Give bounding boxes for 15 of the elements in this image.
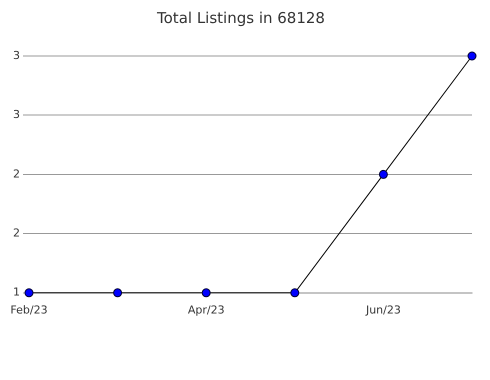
x-tick-label: Jun/23 (364, 303, 401, 316)
chart-title: Total Listings in 68128 (156, 8, 325, 27)
point (378, 170, 388, 179)
y-tick-label: 2 (13, 226, 20, 240)
y-tick-label: 1 (13, 286, 20, 299)
y-tick-label: 2 (13, 167, 20, 180)
point (290, 288, 300, 298)
point (202, 288, 211, 298)
y-tick-label: 3 (13, 108, 20, 122)
point (24, 288, 34, 298)
x-tick-label: Feb/23 (10, 303, 48, 316)
y-tick-label: 3 (13, 48, 20, 62)
point (468, 52, 476, 60)
point (113, 288, 122, 298)
x-tick-label: Apr/23 (188, 303, 225, 316)
